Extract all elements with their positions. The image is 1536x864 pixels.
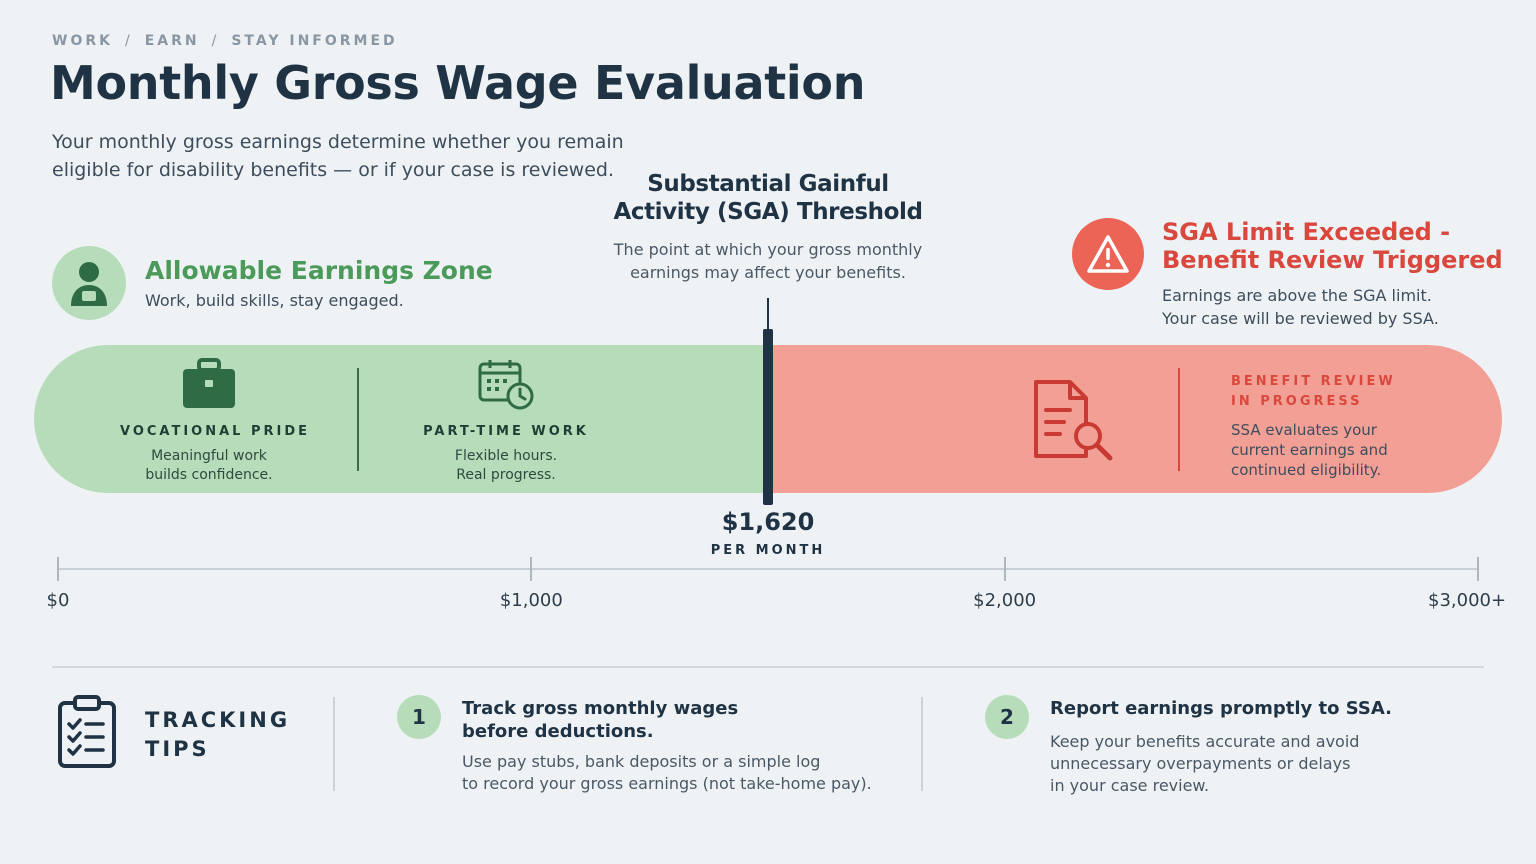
allowable-zone-header: Allowable Earnings Zone Work, build skil…: [52, 246, 493, 320]
tips-divider: [921, 697, 923, 791]
axis-tick-label: $2,000: [973, 590, 1037, 611]
briefcase-icon: [120, 358, 298, 414]
benefit-review-description: SSA evaluates your current earnings and …: [1231, 421, 1388, 479]
breadcrumb-separator: /: [211, 33, 220, 49]
exceeded-zone-title-line2: Benefit Review Triggered: [1162, 246, 1503, 274]
axis-tick-label: $3,000+: [1428, 590, 1507, 611]
tips-heading-line2: TIPS: [145, 737, 210, 761]
part-time-work-desc-line2: Real progress.: [456, 467, 556, 483]
threshold-title: Substantial Gainful Activity (SGA) Thres…: [613, 171, 923, 225]
exceeded-zone-desc-line2: Your case will be reviewed by SSA.: [1162, 309, 1439, 328]
tip-1-title: Track gross monthly wages before deducti…: [462, 697, 738, 743]
tips-heading: TRACKING TIPS: [145, 706, 290, 764]
clipboard-checklist-icon: [56, 694, 118, 774]
axis-tick: [1003, 557, 1006, 581]
breadcrumb: WORK / EARN / STAY INFORMED: [52, 33, 398, 49]
calendar-clock-icon: [420, 358, 592, 414]
tip-2-desc-line2: unnecessary overpayments or delays: [1050, 754, 1351, 773]
section-divider: [52, 666, 1484, 668]
benefit-review-label: BENEFIT REVIEW IN PROGRESS: [1231, 372, 1396, 412]
exceeded-zone-description: Earnings are above the SGA limit. Your c…: [1162, 284, 1503, 330]
axis-tick-label: $1,000: [499, 590, 563, 611]
axis-tick-label: $0: [46, 590, 70, 611]
vocational-pride-desc-line2: builds confidence.: [145, 467, 273, 483]
person-icon: [52, 246, 126, 320]
vocational-pride-tile: VOCATIONAL PRIDE Meaningful work builds …: [120, 358, 311, 485]
threshold-header: Substantial Gainful Activity (SGA) Thres…: [598, 170, 938, 284]
tip-1-title-line2: before deductions.: [462, 721, 654, 742]
threshold-value: $1,620: [721, 508, 815, 536]
part-time-work-desc-line1: Flexible hours.: [454, 448, 558, 464]
threshold-pointer: [767, 298, 769, 330]
tip-2-title: Report earnings promptly to SSA.: [1050, 698, 1392, 719]
part-time-work-description: Flexible hours. Real progress.: [420, 447, 592, 485]
part-time-work-tile: PART-TIME WORK Flexible hours. Real prog…: [420, 358, 592, 485]
part-time-work-label: PART-TIME WORK: [423, 424, 589, 439]
threshold-marker: [763, 329, 773, 505]
warning-icon: [1072, 218, 1144, 290]
tip-1-title-line1: Track gross monthly wages: [462, 698, 739, 719]
exceeded-zone-title-line1: SGA Limit Exceeded -: [1162, 218, 1451, 246]
exceeded-zone-desc-line1: Earnings are above the SGA limit.: [1162, 286, 1432, 305]
exceeded-earnings-bar: [770, 345, 1502, 493]
threshold-description: The point at which your gross monthly ea…: [613, 240, 923, 282]
document-search-icon: [1030, 378, 1116, 466]
tip-2-description: Keep your benefits accurate and avoid un…: [1050, 731, 1359, 797]
axis-tick: [57, 557, 59, 581]
benefit-review-label-line2: IN PROGRESS: [1231, 394, 1363, 409]
axis-tick: [1477, 557, 1479, 581]
tip-1-desc-line1: Use pay stubs, bank deposits or a simple…: [462, 752, 821, 771]
benefit-review-label-line1: BENEFIT REVIEW: [1231, 374, 1396, 389]
axis-tick: [530, 557, 533, 581]
vocational-pride-label: VOCATIONAL PRIDE: [120, 424, 311, 439]
earnings-axis: [58, 568, 1478, 570]
breadcrumb-item-work[interactable]: WORK: [52, 33, 113, 49]
tip-2-desc-line3: in your case review.: [1050, 776, 1210, 795]
tips-heading-line1: TRACKING: [145, 708, 291, 732]
tips-divider: [333, 697, 335, 791]
tile-divider: [357, 368, 359, 471]
page-title: Monthly Gross Wage Evaluation: [50, 56, 866, 110]
allowable-earnings-bar: [34, 345, 774, 493]
tip-2-desc-line1: Keep your benefits accurate and avoid: [1050, 732, 1360, 751]
breadcrumb-item-stay-informed[interactable]: STAY INFORMED: [231, 33, 398, 49]
vocational-pride-desc-line1: Meaningful work: [151, 448, 267, 464]
tip-1-desc-line2: to record your gross earnings (not take-…: [462, 774, 872, 793]
page-subtitle: Your monthly gross earnings determine wh…: [52, 131, 624, 181]
tip-1-number-badge: 1: [397, 695, 441, 739]
threshold-unit: PER MONTH: [710, 543, 826, 558]
breadcrumb-separator: /: [124, 33, 133, 49]
vocational-pride-description: Meaningful work builds confidence.: [120, 447, 298, 485]
tip-2-number-badge: 2: [985, 695, 1029, 739]
review-divider: [1178, 368, 1180, 471]
allowable-zone-description: Work, build skills, stay engaged.: [145, 291, 404, 310]
tip-1-description: Use pay stubs, bank deposits or a simple…: [462, 751, 872, 795]
allowable-zone-title: Allowable Earnings Zone: [145, 256, 493, 285]
breadcrumb-item-earn[interactable]: EARN: [144, 33, 200, 49]
exceeded-zone-header: SGA Limit Exceeded - Benefit Review Trig…: [1072, 218, 1503, 330]
